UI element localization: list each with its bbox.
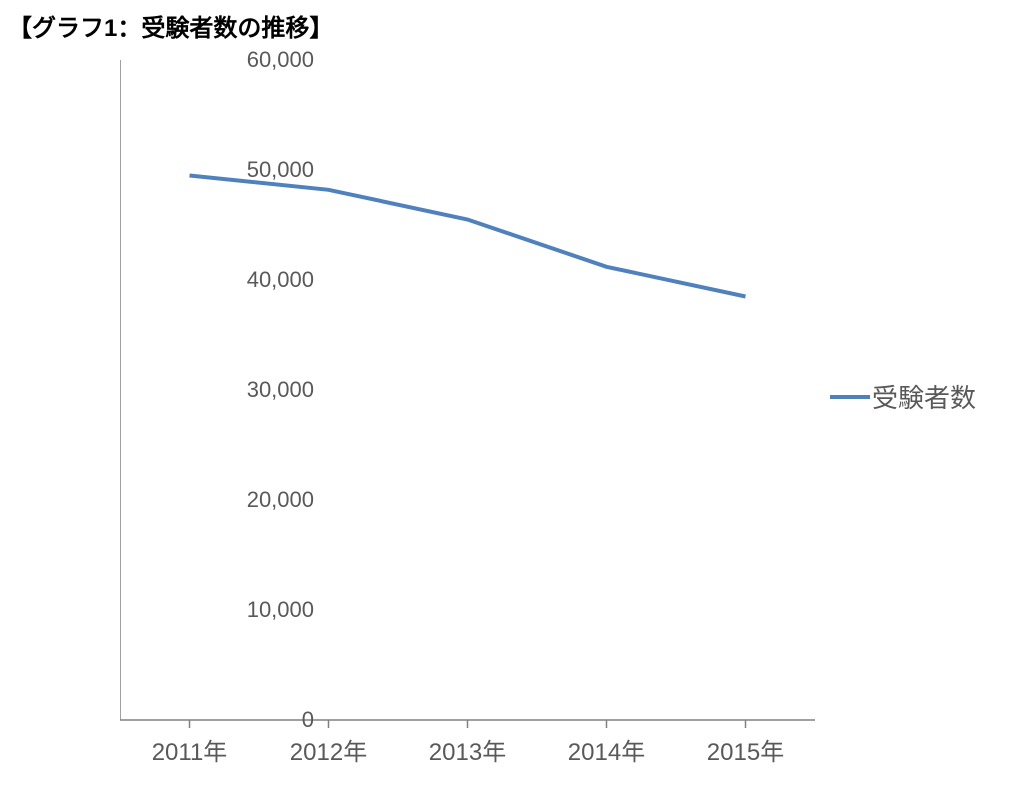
chart-title: 【グラフ1：受験者数の推移】 (8, 8, 333, 43)
x-tick-label: 2011年 (152, 732, 228, 767)
y-tick-label: 0 (214, 707, 314, 733)
legend: 受験者数 (830, 378, 976, 415)
x-tick-label: 2014年 (568, 732, 645, 767)
x-tick-label: 2012年 (290, 732, 367, 767)
x-tick-label: 2013年 (429, 732, 506, 767)
y-tick-label: 60,000 (214, 47, 314, 73)
legend-line (830, 395, 870, 399)
y-tick-label: 10,000 (214, 597, 314, 623)
legend-label: 受験者数 (872, 378, 976, 415)
y-tick-label: 30,000 (214, 377, 314, 403)
x-tick-label: 2015年 (707, 732, 784, 767)
y-tick-label: 50,000 (214, 157, 314, 183)
y-tick-label: 20,000 (214, 487, 314, 513)
y-tick-label: 40,000 (214, 267, 314, 293)
